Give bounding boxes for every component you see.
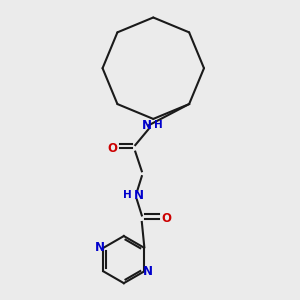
- Text: O: O: [161, 212, 171, 225]
- Text: H: H: [123, 190, 131, 200]
- Text: N: N: [142, 119, 152, 132]
- Text: O: O: [107, 142, 117, 155]
- Text: N: N: [134, 189, 143, 202]
- Text: N: N: [143, 265, 153, 278]
- Text: N: N: [94, 241, 104, 254]
- Text: H: H: [154, 120, 163, 130]
